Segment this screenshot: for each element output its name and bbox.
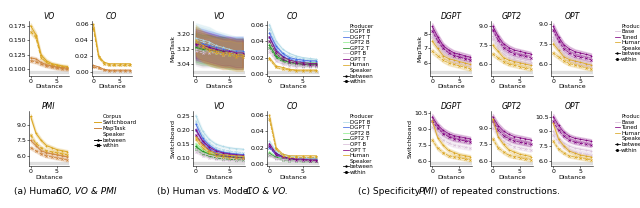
Y-axis label: MapTask: MapTask	[417, 35, 422, 62]
X-axis label: Distance: Distance	[498, 84, 525, 89]
Title: DGPT: DGPT	[441, 102, 461, 111]
Bar	[29, 71, 69, 73]
Title: VO: VO	[214, 12, 225, 21]
Title: VO: VO	[214, 102, 225, 111]
Bar	[92, 71, 132, 73]
Bar	[491, 162, 532, 164]
Legend: Producer, Base, Tuned, Human, Speaker, between, within: Producer, Base, Tuned, Human, Speaker, b…	[614, 114, 640, 152]
Bar	[491, 71, 532, 73]
Bar	[430, 162, 472, 164]
Title: GPT2: GPT2	[502, 102, 522, 111]
Title: PMI: PMI	[42, 102, 56, 111]
Legend: Producer, DGPT B, DGPT T, GPT2 B, GPT2 T, OPT B, OPT T, Human, Speaker, between,: Producer, DGPT B, DGPT T, GPT2 B, GPT2 T…	[343, 114, 374, 175]
Bar	[29, 162, 69, 164]
X-axis label: Distance: Distance	[558, 84, 586, 89]
Text: CO & VO.: CO & VO.	[246, 187, 288, 196]
Y-axis label: Switchboard: Switchboard	[408, 119, 413, 158]
Text: (b) Human vs. Model: (b) Human vs. Model	[157, 187, 253, 196]
X-axis label: Distance: Distance	[437, 84, 465, 89]
X-axis label: Distance: Distance	[437, 175, 465, 180]
Title: CO: CO	[287, 12, 298, 21]
Bar	[430, 71, 472, 73]
Bar	[193, 71, 245, 73]
Bar	[267, 71, 319, 73]
X-axis label: Distance: Distance	[98, 84, 125, 89]
Title: VO: VO	[44, 12, 54, 21]
X-axis label: Distance: Distance	[279, 175, 307, 180]
Bar	[267, 162, 319, 164]
Text: (c) Specificity (: (c) Specificity (	[358, 187, 427, 196]
Title: CO: CO	[106, 12, 118, 21]
X-axis label: Distance: Distance	[279, 84, 307, 89]
Legend: Producer, DGPT B, DGPT T, GPT2 B, GPT2 T, OPT B, OPT T, Human, Speaker, between,: Producer, DGPT B, DGPT T, GPT2 B, GPT2 T…	[343, 24, 374, 84]
Title: OPT: OPT	[564, 102, 580, 111]
Title: GPT2: GPT2	[502, 12, 522, 21]
Title: DGPT: DGPT	[441, 12, 461, 21]
Y-axis label: Switchboard: Switchboard	[170, 119, 175, 158]
X-axis label: Distance: Distance	[498, 175, 525, 180]
Bar	[193, 162, 245, 164]
Text: PMI: PMI	[419, 187, 435, 196]
Legend: Producer, Base, Tuned, Human, Speaker, between, within: Producer, Base, Tuned, Human, Speaker, b…	[614, 24, 640, 62]
Y-axis label: MapTask: MapTask	[170, 35, 175, 62]
Text: CO, VO & PMI: CO, VO & PMI	[56, 187, 117, 196]
Title: CO: CO	[287, 102, 298, 111]
Text: ) of repeated constructions.: ) of repeated constructions.	[434, 187, 560, 196]
X-axis label: Distance: Distance	[35, 175, 63, 180]
Bar	[551, 162, 593, 164]
X-axis label: Distance: Distance	[35, 84, 63, 89]
Title: OPT: OPT	[564, 12, 580, 21]
Legend: Corpus, Switchboard, MapTask, Speaker, between, within: Corpus, Switchboard, MapTask, Speaker, b…	[94, 114, 137, 148]
Bar	[551, 71, 593, 73]
X-axis label: Distance: Distance	[558, 175, 586, 180]
X-axis label: Distance: Distance	[205, 175, 233, 180]
Text: (a) Human: (a) Human	[14, 187, 65, 196]
X-axis label: Distance: Distance	[205, 84, 233, 89]
